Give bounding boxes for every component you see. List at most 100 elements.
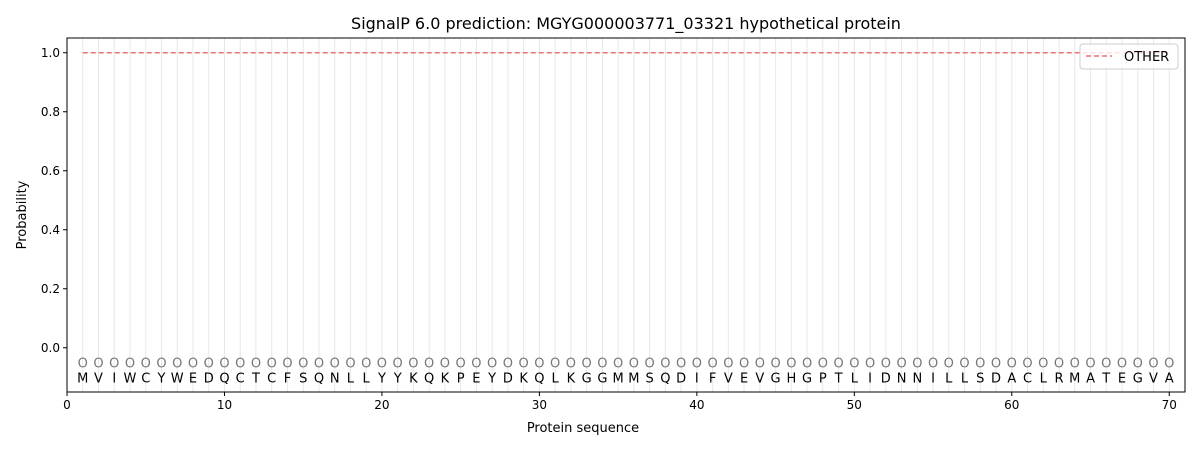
predicted-label-68: O (1133, 357, 1143, 372)
predicted-label-28: O (503, 357, 513, 372)
predicted-label-57: O (959, 357, 969, 372)
residue-42: V (724, 371, 733, 386)
residue-1: M (77, 371, 88, 386)
residue-52: D (881, 371, 891, 386)
residue-7: W (171, 371, 184, 386)
predicted-label-46: O (786, 357, 796, 372)
residue-45: G (771, 371, 781, 386)
y-tick-label: 0.2 (41, 282, 60, 296)
predicted-label-58: O (975, 357, 985, 372)
predicted-label-41: O (707, 357, 717, 372)
predicted-label-15: O (298, 357, 308, 372)
x-tick-label: 70 (1162, 398, 1177, 412)
residue-26: E (472, 371, 480, 386)
predicted-label-33: O (582, 357, 592, 372)
predicted-label-21: O (393, 357, 403, 372)
residue-16: Q (314, 371, 324, 386)
predicted-label-22: O (408, 357, 418, 372)
residue-67: E (1118, 371, 1126, 386)
residue-50: L (851, 371, 859, 386)
predicted-label-16: O (314, 357, 324, 372)
predicted-label-42: O (723, 357, 733, 372)
residue-37: S (645, 371, 653, 386)
predicted-label-9: O (204, 357, 214, 372)
x-tick-label: 60 (1004, 398, 1019, 412)
predicted-label-20: O (377, 357, 387, 372)
residue-19: L (363, 371, 371, 386)
residue-44: V (755, 371, 764, 386)
predicted-label-30: O (534, 357, 544, 372)
residue-41: F (709, 371, 716, 386)
residue-70: A (1165, 371, 1174, 386)
residue-69: V (1149, 371, 1158, 386)
residue-14: F (284, 371, 291, 386)
predicted-label-51: O (865, 357, 875, 372)
y-tick-label: 0.4 (41, 223, 60, 237)
plot-frame (66, 37, 1186, 393)
predicted-label-7: O (172, 357, 182, 372)
predicted-label-50: O (849, 357, 859, 372)
predicted-label-56: O (944, 357, 954, 372)
residue-36: M (628, 371, 639, 386)
predicted-label-32: O (566, 357, 576, 372)
residue-54: N (912, 371, 922, 386)
predicted-label-19: O (361, 357, 371, 372)
residue-27: Y (487, 371, 496, 386)
predicted-label-25: O (456, 357, 466, 372)
predicted-label-35: O (613, 357, 623, 372)
residue-65: A (1086, 371, 1095, 386)
predicted-label-63: O (1054, 357, 1064, 372)
residue-30: Q (534, 371, 544, 386)
residue-9: D (204, 371, 214, 386)
residue-56: L (945, 371, 953, 386)
legend: OTHER (1079, 43, 1179, 70)
residue-60: A (1007, 371, 1016, 386)
predicted-label-65: O (1085, 357, 1095, 372)
predicted-label-70: O (1164, 357, 1174, 372)
predicted-label-12: O (251, 357, 261, 372)
predicted-label-13: O (267, 357, 277, 372)
residue-2: V (94, 371, 103, 386)
residue-8: E (189, 371, 197, 386)
residue-49: T (834, 371, 843, 386)
residue-63: R (1055, 371, 1064, 386)
residue-18: L (347, 371, 355, 386)
residue-23: Q (424, 371, 434, 386)
y-axis-label: Probability (15, 180, 30, 249)
x-tick-label: 0 (63, 398, 71, 412)
predicted-label-43: O (739, 357, 749, 372)
residue-5: C (141, 371, 150, 386)
predicted-label-53: O (896, 357, 906, 372)
predicted-label-14: O (282, 357, 292, 372)
predicted-label-29: O (519, 357, 529, 372)
predicted-label-49: O (833, 357, 843, 372)
residue-12: T (251, 371, 260, 386)
residue-21: Y (393, 371, 402, 386)
x-tick-label: 20 (374, 398, 389, 412)
residue-61: C (1023, 371, 1032, 386)
predicted-label-40: O (692, 357, 702, 372)
predicted-label-3: O (109, 357, 119, 372)
residue-40: I (695, 371, 699, 386)
predicted-label-60: O (1007, 357, 1017, 372)
x-tick-label: 40 (689, 398, 704, 412)
residue-66: T (1101, 371, 1110, 386)
predicted-label-18: O (345, 357, 355, 372)
residue-68: G (1133, 371, 1143, 386)
residue-22: K (409, 371, 418, 386)
predicted-label-62: O (1038, 357, 1048, 372)
residue-47: G (802, 371, 812, 386)
y-tick-label: 0.0 (41, 341, 60, 355)
predicted-label-69: O (1148, 357, 1158, 372)
residue-62: L (1040, 371, 1048, 386)
predicted-label-55: O (928, 357, 938, 372)
x-tick-label: 30 (532, 398, 547, 412)
predicted-label-8: O (188, 357, 198, 372)
predicted-label-44: O (755, 357, 765, 372)
residue-46: H (786, 371, 796, 386)
predicted-label-17: O (330, 357, 340, 372)
residue-13: C (267, 371, 276, 386)
predicted-label-24: O (440, 357, 450, 372)
